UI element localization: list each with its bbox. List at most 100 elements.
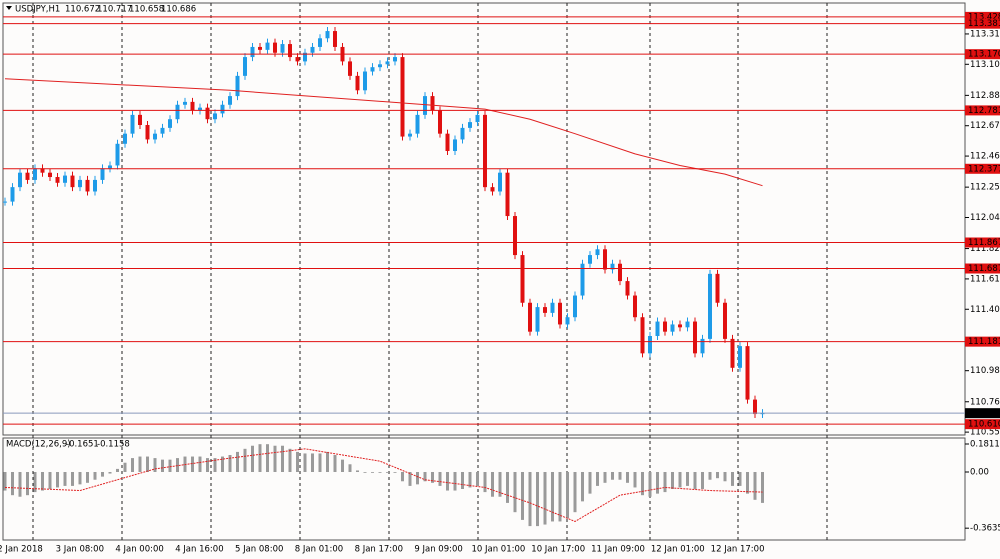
level-tag <box>965 419 1000 430</box>
macd-bar <box>258 444 262 472</box>
macd-bar <box>671 472 674 489</box>
macd-bar <box>296 451 299 472</box>
macd-bar <box>318 453 322 472</box>
x-tick-label: 10 Jan 17:00 <box>531 545 585 555</box>
macd-bar <box>573 472 577 513</box>
x-tick-label: 5 Jan 08:00 <box>235 545 283 555</box>
macd-bar <box>408 472 412 486</box>
macd-bar <box>446 472 449 491</box>
y-tick-label: 111.405 <box>970 305 1000 315</box>
macd-bar <box>611 472 614 480</box>
macd-bar <box>498 472 502 497</box>
macd-bar <box>731 472 734 486</box>
x-tick-label: 10 Jan 01:00 <box>471 545 525 555</box>
macd-bar <box>513 472 517 513</box>
macd-bar <box>213 458 217 472</box>
x-tick-label: 3 Jan 08:00 <box>56 545 104 555</box>
macd-bar <box>3 472 7 491</box>
macd-bar <box>26 472 29 496</box>
macd-bar <box>633 472 637 488</box>
macd-bar <box>138 456 142 472</box>
level-label: 111.181 <box>968 337 1000 347</box>
macd-bar <box>506 472 509 503</box>
macd-bar <box>288 448 292 472</box>
macd-bar <box>461 472 464 489</box>
macd-bar <box>48 472 52 489</box>
macd-bar <box>663 472 667 493</box>
level-label: 111.687 <box>968 264 1000 274</box>
moving-average <box>4 78 763 187</box>
macd-bar <box>341 459 344 472</box>
macd-bar <box>86 472 89 483</box>
macd-bar <box>161 459 164 472</box>
macd-title: MACD(12,26,9) <box>6 440 71 450</box>
ohlc-close: 110.686 <box>161 5 196 15</box>
macd-bar <box>393 472 397 473</box>
y-tick-label: 112.250 <box>970 183 1000 193</box>
macd-bar <box>191 456 194 472</box>
macd-bar <box>708 472 712 480</box>
macd-bar <box>528 472 532 527</box>
macd-bar <box>371 472 374 473</box>
macd-tick-label: -0.3635 <box>970 524 1000 534</box>
macd-bar <box>123 462 127 472</box>
macd-bar <box>198 456 202 472</box>
level-tag <box>965 163 1000 174</box>
macd-bar <box>273 445 277 472</box>
macd-bar <box>18 472 22 497</box>
x-tick-label: 4 Jan 00:00 <box>115 545 163 555</box>
macd-bar <box>303 453 307 472</box>
macd-bar <box>453 472 457 491</box>
level-tag <box>965 263 1000 274</box>
macd-bar <box>603 472 607 483</box>
macd-bar <box>566 472 569 519</box>
level-label: 111.867 <box>968 238 1000 248</box>
macd-bar <box>153 458 157 472</box>
y-tick-label: 113.310 <box>970 29 1000 39</box>
y-tick-label: 110.555 <box>970 428 1000 438</box>
macd-bar <box>311 453 314 472</box>
level-label: 113.428 <box>968 12 1000 22</box>
symbol: USDJPY,H1 <box>15 5 60 15</box>
macd-bar <box>468 472 472 488</box>
macd-bar <box>581 472 584 502</box>
y-tick-label: 112.885 <box>970 91 1000 101</box>
macd-bar <box>251 445 254 472</box>
macd-bar <box>326 451 329 472</box>
macd-frame <box>2 437 966 541</box>
x-tick-label: 12 Jan 17:00 <box>711 545 765 555</box>
macd-bar <box>63 472 67 486</box>
x-tick-label: 8 Jan 01:00 <box>295 545 343 555</box>
macd-bar <box>11 472 14 496</box>
menu-arrow <box>6 6 12 10</box>
macd-bar <box>71 472 74 486</box>
macd-bar <box>168 459 172 472</box>
macd-bar <box>33 472 37 493</box>
macd-bar <box>753 472 757 500</box>
level-tag <box>965 336 1000 347</box>
level-tag <box>965 18 1000 29</box>
macd-bar <box>386 472 389 473</box>
macd-bar <box>146 456 149 472</box>
macd-bar <box>236 451 239 472</box>
x-tick-label: 12 Jan 01:00 <box>651 545 705 555</box>
macd-bar <box>536 472 539 527</box>
macd-bar <box>738 472 742 486</box>
ohlc-high: 110.717 <box>97 5 132 15</box>
x-tick-label: 8 Jan 17:00 <box>355 545 403 555</box>
macd-bar <box>521 472 524 520</box>
level-tag <box>965 49 1000 60</box>
macd-bar <box>416 472 419 485</box>
macd-bar <box>551 472 554 522</box>
price-frame <box>2 2 966 436</box>
macd-bar <box>356 470 359 472</box>
macd-bar <box>206 458 209 472</box>
macd-signal-value: -0.1158 <box>97 440 130 450</box>
macd-bar <box>618 472 622 480</box>
macd-bar <box>243 448 247 472</box>
macd-bar <box>723 472 727 482</box>
bid-label: 110.686 <box>968 409 1000 419</box>
level-tag <box>965 105 1000 116</box>
